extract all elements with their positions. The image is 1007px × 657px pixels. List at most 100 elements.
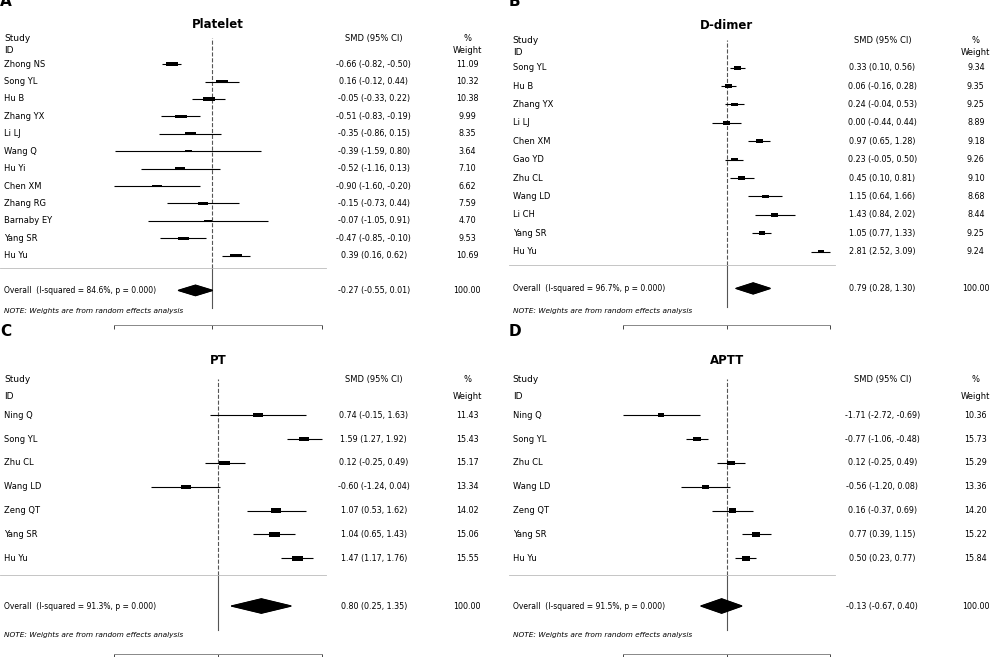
Polygon shape bbox=[232, 599, 291, 613]
Text: 1.05 (0.77, 1.33): 1.05 (0.77, 1.33) bbox=[849, 229, 915, 238]
Bar bbox=[230, 254, 242, 258]
Text: 8.44: 8.44 bbox=[967, 210, 985, 219]
Text: 7.10: 7.10 bbox=[458, 164, 476, 173]
Bar bbox=[177, 237, 189, 240]
Text: 9.18: 9.18 bbox=[967, 137, 985, 146]
Text: 0.12 (-0.25, 0.49): 0.12 (-0.25, 0.49) bbox=[848, 459, 917, 467]
Text: Overall  (I-squared = 91.3%, p = 0.000): Overall (I-squared = 91.3%, p = 0.000) bbox=[4, 602, 156, 610]
Polygon shape bbox=[178, 285, 212, 296]
Text: Gao YD: Gao YD bbox=[513, 155, 544, 164]
Text: 100.00: 100.00 bbox=[962, 284, 990, 293]
Text: Weight: Weight bbox=[961, 49, 991, 57]
Text: ID: ID bbox=[4, 46, 14, 55]
Text: -0.47 (-0.85, -0.10): -0.47 (-0.85, -0.10) bbox=[336, 234, 411, 242]
Text: -0.05 (-0.33, 0.22): -0.05 (-0.33, 0.22) bbox=[337, 95, 410, 104]
Bar bbox=[203, 97, 214, 101]
Bar bbox=[723, 121, 730, 125]
Text: 9.53: 9.53 bbox=[458, 234, 476, 242]
Text: Weight: Weight bbox=[452, 392, 482, 401]
Bar bbox=[203, 219, 211, 222]
Text: 0.16 (-0.37, 0.69): 0.16 (-0.37, 0.69) bbox=[848, 506, 917, 515]
Text: 4.70: 4.70 bbox=[458, 216, 476, 225]
Text: Li LJ: Li LJ bbox=[513, 118, 530, 127]
Bar bbox=[180, 485, 190, 489]
Text: 0.12 (-0.25, 0.49): 0.12 (-0.25, 0.49) bbox=[339, 459, 409, 467]
Text: D: D bbox=[509, 324, 522, 339]
Text: Study: Study bbox=[4, 375, 30, 384]
Text: 9.99: 9.99 bbox=[458, 112, 476, 121]
Text: 15.29: 15.29 bbox=[965, 459, 987, 467]
Bar bbox=[175, 115, 186, 118]
Text: %: % bbox=[972, 35, 980, 45]
Bar bbox=[197, 202, 207, 205]
Text: APTT: APTT bbox=[710, 354, 744, 367]
Text: -0.07 (-1.05, 0.91): -0.07 (-1.05, 0.91) bbox=[337, 216, 410, 225]
Text: %: % bbox=[972, 375, 980, 384]
Text: 14.02: 14.02 bbox=[456, 506, 478, 515]
Text: SMD (95% CI): SMD (95% CI) bbox=[345, 375, 403, 384]
Text: 15.84: 15.84 bbox=[965, 554, 987, 563]
Text: Study: Study bbox=[4, 34, 30, 43]
Text: 9.25: 9.25 bbox=[967, 229, 985, 238]
Text: -0.60 (-1.24, 0.04): -0.60 (-1.24, 0.04) bbox=[338, 482, 410, 491]
Text: ID: ID bbox=[4, 392, 14, 401]
Bar bbox=[184, 150, 191, 152]
Text: NOTE: Weights are from random effects analysis: NOTE: Weights are from random effects an… bbox=[4, 631, 183, 638]
Text: Yang SR: Yang SR bbox=[4, 530, 37, 539]
Text: Hu Yu: Hu Yu bbox=[513, 554, 537, 563]
Text: SMD (95% CI): SMD (95% CI) bbox=[854, 375, 911, 384]
Text: 10.69: 10.69 bbox=[456, 251, 478, 260]
Text: 3.64: 3.64 bbox=[458, 147, 476, 156]
Text: ID: ID bbox=[513, 49, 523, 57]
Text: 8.89: 8.89 bbox=[967, 118, 985, 127]
Text: 100.00: 100.00 bbox=[453, 286, 481, 295]
Text: 10.36: 10.36 bbox=[965, 411, 987, 420]
Text: SMD (95% CI): SMD (95% CI) bbox=[345, 34, 403, 43]
Text: 0.77 (0.39, 1.15): 0.77 (0.39, 1.15) bbox=[849, 530, 915, 539]
Text: -0.39 (-1.59, 0.80): -0.39 (-1.59, 0.80) bbox=[337, 147, 410, 156]
Text: -0.66 (-0.82, -0.50): -0.66 (-0.82, -0.50) bbox=[336, 60, 411, 69]
Bar bbox=[702, 485, 709, 489]
Text: A: A bbox=[0, 0, 12, 9]
Text: Barnaby EY: Barnaby EY bbox=[4, 216, 52, 225]
Text: 0.79 (0.28, 1.30): 0.79 (0.28, 1.30) bbox=[849, 284, 915, 293]
Text: Ning Q: Ning Q bbox=[513, 411, 542, 420]
Text: Zhang YX: Zhang YX bbox=[4, 112, 44, 121]
Text: 15.17: 15.17 bbox=[456, 459, 478, 467]
Bar bbox=[729, 509, 736, 513]
Text: Zeng QT: Zeng QT bbox=[513, 506, 549, 515]
Text: 1.04 (0.65, 1.43): 1.04 (0.65, 1.43) bbox=[340, 530, 407, 539]
Text: -0.35 (-0.86, 0.15): -0.35 (-0.86, 0.15) bbox=[338, 129, 410, 138]
Text: Yang SR: Yang SR bbox=[513, 530, 546, 539]
Text: Wang LD: Wang LD bbox=[513, 192, 550, 201]
Text: Hu B: Hu B bbox=[513, 81, 533, 91]
Text: 9.26: 9.26 bbox=[967, 155, 985, 164]
Text: Ning Q: Ning Q bbox=[4, 411, 33, 420]
Text: 9.24: 9.24 bbox=[967, 247, 985, 256]
Text: Study: Study bbox=[513, 375, 539, 384]
Bar bbox=[734, 66, 741, 70]
Text: 1.07 (0.53, 1.62): 1.07 (0.53, 1.62) bbox=[340, 506, 407, 515]
Text: Chen XM: Chen XM bbox=[513, 137, 550, 146]
Text: C: C bbox=[0, 324, 11, 339]
Text: -0.13 (-0.67, 0.40): -0.13 (-0.67, 0.40) bbox=[847, 602, 918, 610]
Text: %: % bbox=[463, 375, 471, 384]
Text: Song YL: Song YL bbox=[513, 434, 546, 443]
Bar bbox=[756, 139, 762, 143]
Bar bbox=[771, 213, 777, 217]
Text: Hu Yu: Hu Yu bbox=[4, 251, 28, 260]
Text: Yang SR: Yang SR bbox=[4, 234, 37, 242]
Text: 13.34: 13.34 bbox=[456, 482, 478, 491]
Bar bbox=[152, 185, 162, 187]
Text: Zhu CL: Zhu CL bbox=[513, 459, 543, 467]
Text: 14.20: 14.20 bbox=[965, 506, 987, 515]
Text: -1.71 (-2.72, -0.69): -1.71 (-2.72, -0.69) bbox=[845, 411, 920, 420]
Text: 0.00 (-0.44, 0.44): 0.00 (-0.44, 0.44) bbox=[848, 118, 916, 127]
Text: 13.36: 13.36 bbox=[965, 482, 987, 491]
Text: 8.68: 8.68 bbox=[967, 192, 985, 201]
Bar bbox=[175, 168, 185, 170]
Text: NOTE: Weights are from random effects analysis: NOTE: Weights are from random effects an… bbox=[4, 308, 183, 314]
Bar bbox=[165, 62, 178, 66]
Text: 10.38: 10.38 bbox=[456, 95, 478, 104]
Text: 0.39 (0.16, 0.62): 0.39 (0.16, 0.62) bbox=[340, 251, 407, 260]
